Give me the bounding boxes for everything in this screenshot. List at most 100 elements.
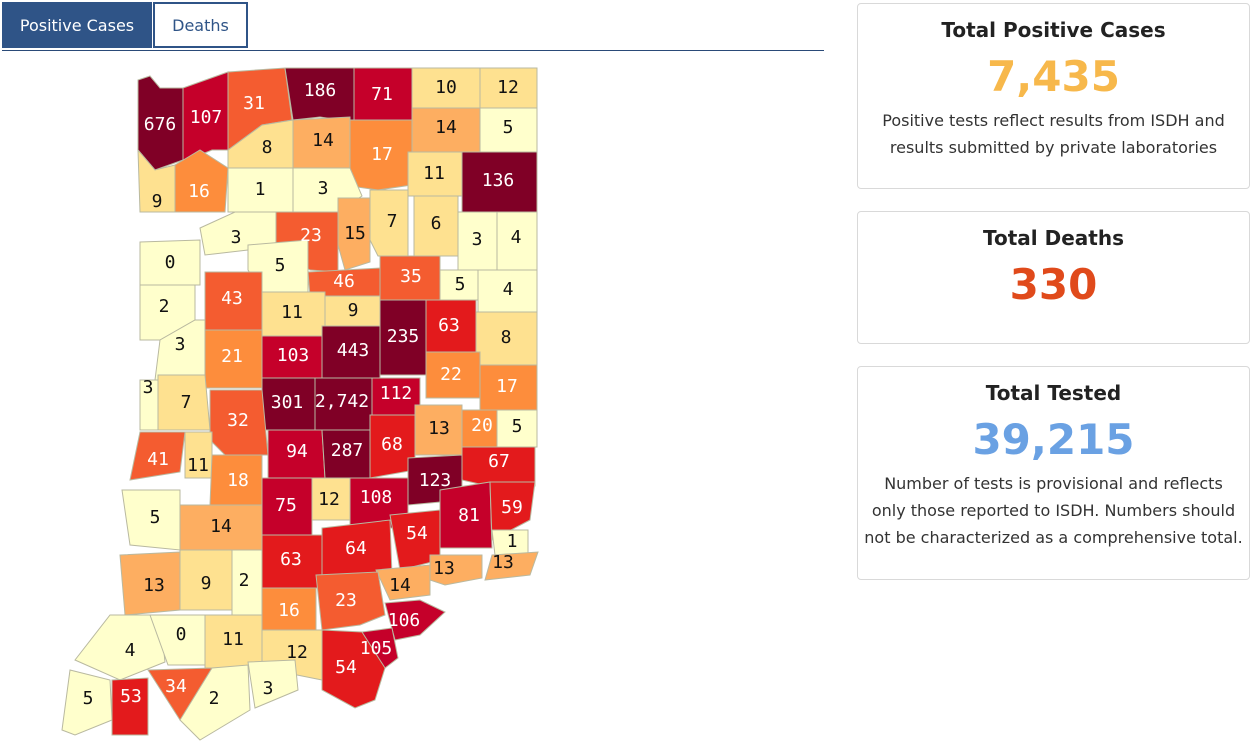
county-case-label: 64 — [345, 538, 367, 559]
county-case-label: 13 — [492, 552, 514, 573]
county-region[interactable] — [337, 197, 371, 271]
county-case-label: 43 — [221, 288, 243, 309]
county-case-label: 2 — [159, 296, 170, 317]
county-case-label: 13 — [433, 558, 455, 579]
county-case-label: 9 — [201, 573, 212, 594]
county-case-label: 103 — [277, 345, 310, 366]
county-case-label: 81 — [458, 505, 480, 526]
county-case-label: 1 — [255, 179, 266, 200]
county-case-label: 23 — [300, 225, 322, 246]
county-case-label: 3 — [175, 334, 186, 355]
county-case-label: 11 — [187, 455, 209, 476]
county-case-label: 18 — [227, 470, 249, 491]
county-case-label: 53 — [120, 686, 142, 707]
total-positive-card: Total Positive Cases 7,435 Positive test… — [857, 3, 1250, 189]
county-case-label: 23 — [335, 590, 357, 611]
county-case-label: 9 — [348, 300, 359, 321]
county-region[interactable] — [315, 571, 386, 631]
deaths-value: 330 — [1009, 260, 1098, 309]
positive-title: Total Positive Cases — [941, 18, 1166, 42]
county-case-label: 32 — [227, 410, 249, 431]
county-case-label: 136 — [482, 170, 515, 191]
county-case-label: 123 — [419, 470, 452, 491]
positive-note-1: Positive tests reflect results from ISDH… — [882, 111, 1225, 130]
county-case-label: 75 — [275, 495, 297, 516]
tested-value: 39,215 — [972, 415, 1135, 464]
county-case-label: 105 — [360, 638, 393, 659]
tab-bar: Positive Cases Deaths — [2, 2, 824, 51]
total-tested-card: Total Tested 39,215 Number of tests is p… — [857, 366, 1250, 580]
county-case-label: 5 — [455, 274, 466, 295]
county-case-label: 301 — [271, 392, 304, 413]
county-case-label: 67 — [488, 451, 510, 472]
county-case-label: 106 — [388, 610, 421, 631]
county-case-label: 13 — [428, 418, 450, 439]
county-case-label: 3 — [143, 377, 154, 398]
county-case-label: 17 — [371, 144, 393, 165]
tested-note-2: only those reported to ISDH. Numbers sho… — [871, 501, 1236, 520]
county-case-label: 12 — [286, 642, 308, 663]
county-case-label: 14 — [210, 516, 232, 537]
county-region[interactable] — [496, 409, 538, 448]
county-case-label: 443 — [337, 340, 370, 361]
county-case-label: 287 — [331, 440, 364, 461]
tab-positive-cases[interactable]: Positive Cases — [2, 2, 152, 48]
county-case-label: 5 — [83, 688, 94, 709]
county-case-label: 2 — [239, 570, 250, 591]
county-case-label: 14 — [312, 130, 334, 151]
county-case-label: 108 — [360, 487, 393, 508]
county-case-label: 0 — [165, 252, 176, 273]
county-region[interactable] — [179, 664, 251, 741]
county-case-label: 3 — [231, 227, 242, 248]
county-region[interactable] — [321, 629, 386, 709]
county-case-label: 17 — [496, 376, 518, 397]
county-case-label: 5 — [150, 507, 161, 528]
county-case-label: 3 — [263, 678, 274, 699]
county-case-label: 4 — [503, 279, 514, 300]
county-region[interactable] — [174, 149, 229, 213]
county-case-label: 12 — [318, 489, 340, 510]
county-case-label: 54 — [335, 657, 357, 678]
county-case-label: 2 — [209, 688, 220, 709]
county-case-label: 31 — [243, 93, 265, 114]
county-case-label: 676 — [144, 114, 177, 135]
county-case-label: 63 — [438, 315, 460, 336]
county-case-label: 10 — [435, 77, 457, 98]
county-region[interactable] — [111, 677, 149, 736]
county-case-label: 235 — [387, 326, 420, 347]
county-case-label: 2,742 — [315, 391, 369, 412]
county-case-label: 5 — [503, 117, 514, 138]
county-case-label: 54 — [406, 523, 428, 544]
county-case-label: 6 — [431, 213, 442, 234]
county-case-label: 7 — [181, 392, 192, 413]
county-region[interactable] — [375, 564, 431, 601]
county-region[interactable] — [139, 239, 201, 286]
county-case-label: 34 — [165, 676, 187, 697]
county-region[interactable] — [484, 551, 539, 581]
county-case-label: 7 — [387, 211, 398, 232]
tab-deaths[interactable]: Deaths — [153, 2, 248, 48]
positive-value: 7,435 — [987, 52, 1120, 101]
county-case-label: 59 — [501, 497, 523, 518]
county-case-label: 63 — [280, 549, 302, 570]
county-case-label: 112 — [380, 383, 413, 404]
county-case-label: 4 — [125, 640, 136, 661]
county-case-label: 16 — [188, 181, 210, 202]
county-case-label: 16 — [278, 600, 300, 621]
county-region[interactable] — [247, 659, 299, 709]
tested-title: Total Tested — [985, 381, 1122, 405]
county-case-label: 41 — [147, 449, 169, 470]
county-case-label: 20 — [471, 415, 493, 436]
positive-note-2: results submitted by private laboratorie… — [889, 138, 1218, 157]
indiana-county-map: 676 107 31 186 71 10 12 8 14 14 5 17 9 16 1 3 11 136 3 23 15… — [50, 60, 550, 750]
county-case-label: 71 — [371, 84, 393, 105]
county-region[interactable] — [489, 481, 536, 541]
county-case-label: 8 — [262, 137, 273, 158]
county-case-label: 3 — [472, 229, 483, 250]
county-case-label: 0 — [176, 624, 187, 645]
county-case-label: 11 — [222, 629, 244, 650]
county-region[interactable] — [61, 669, 113, 736]
county-region[interactable] — [129, 431, 186, 481]
county-case-label: 46 — [333, 271, 355, 292]
